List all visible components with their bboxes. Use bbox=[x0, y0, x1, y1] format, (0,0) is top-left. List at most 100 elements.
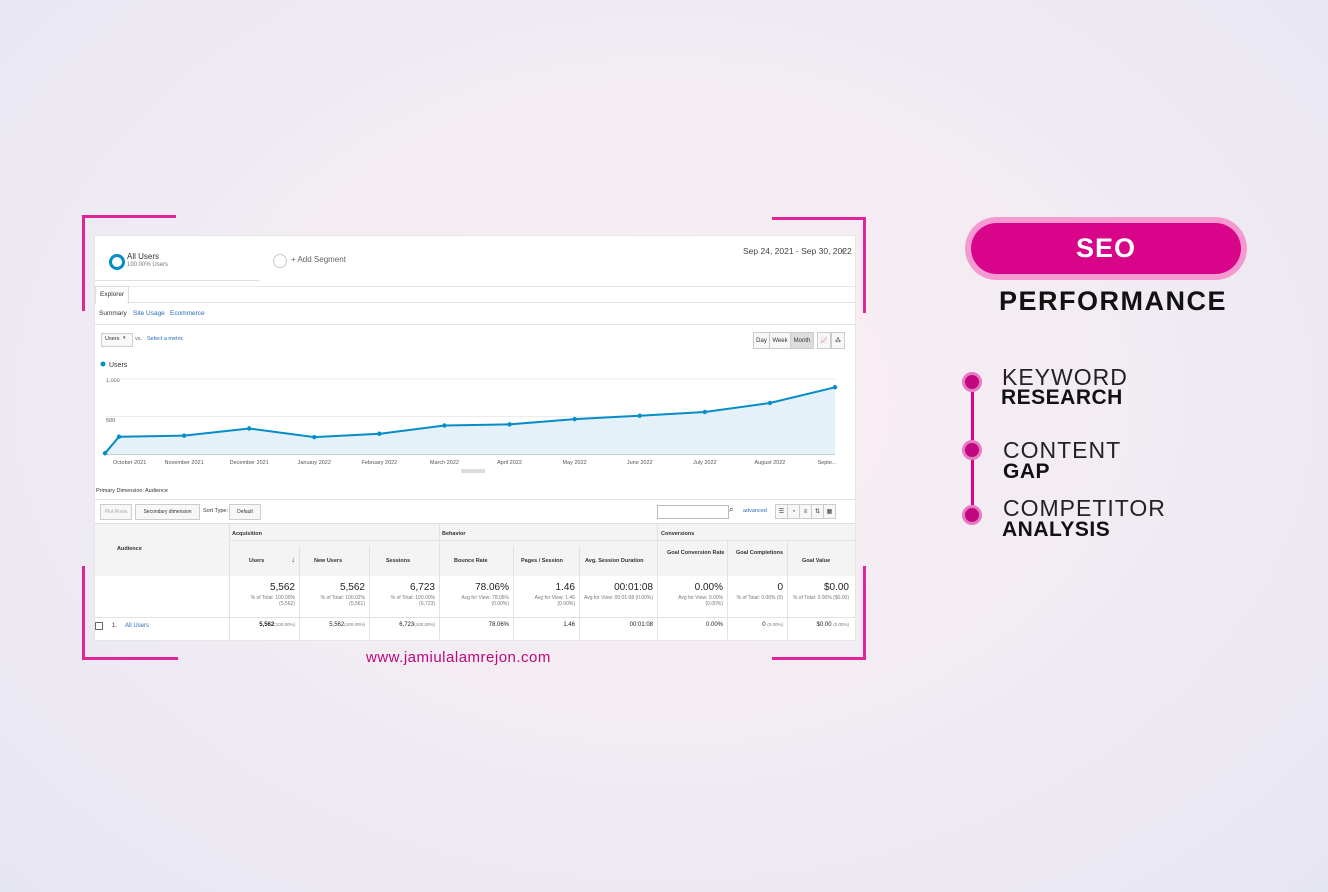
chart-point[interactable] bbox=[102, 451, 108, 456]
chart-point[interactable] bbox=[377, 431, 382, 436]
date-range-chevron-icon[interactable]: ▾ bbox=[841, 248, 845, 255]
chart-point[interactable] bbox=[312, 434, 317, 440]
total-pages-session: 1.46 bbox=[555, 582, 575, 593]
chart-point[interactable] bbox=[246, 426, 252, 431]
col-divider bbox=[657, 523, 658, 640]
col-divider bbox=[299, 546, 300, 640]
granularity-month[interactable]: Month bbox=[790, 332, 814, 349]
website-url[interactable]: www.jamiulalamrejon.com bbox=[366, 649, 551, 666]
col-sessions[interactable]: Sessions bbox=[386, 558, 411, 564]
col-goal-conversion-rate[interactable]: Goal Conversion Rate bbox=[667, 550, 725, 556]
sort-arrow-icon[interactable]: ↓ bbox=[291, 555, 295, 564]
audience-header[interactable]: Audience bbox=[117, 546, 142, 552]
frame-corner-br-v bbox=[863, 566, 866, 660]
table-view-data-icon[interactable]: ☰ bbox=[775, 504, 788, 519]
all-users-segment-icon[interactable] bbox=[109, 254, 125, 270]
list-item-content-top: CONTENT bbox=[1003, 437, 1122, 463]
date-range[interactable]: Sep 24, 2021 - Sep 30, 2022 bbox=[743, 246, 852, 256]
seo-badge: SEO bbox=[965, 217, 1247, 280]
chart-point[interactable] bbox=[181, 433, 187, 438]
subtab-site-usage[interactable]: Site Usage bbox=[133, 310, 165, 317]
select-metric-link[interactable]: Select a metric bbox=[147, 336, 184, 342]
all-users-pct: 100.00% Users bbox=[127, 262, 169, 268]
primary-dimension-label: Primary Dimension: bbox=[96, 488, 144, 494]
group-acquisition: Acquisition bbox=[232, 531, 262, 537]
plot-rows-button[interactable]: Plot Rows bbox=[100, 504, 132, 520]
keyword-bullet-icon bbox=[962, 372, 982, 392]
x-tick-label: December 2021 bbox=[230, 460, 269, 466]
chart-point[interactable] bbox=[832, 385, 838, 390]
y-tick-1000: 1,000 bbox=[106, 378, 120, 384]
total-sub-goal-conv-rate: Avg for View: 0.00% (0.00%) bbox=[678, 595, 723, 607]
x-tick-label: March 2022 bbox=[430, 460, 459, 466]
chart-point[interactable] bbox=[702, 409, 708, 415]
sort-type-select[interactable]: Default bbox=[229, 504, 261, 520]
chart-point[interactable] bbox=[572, 416, 577, 422]
col-pages-session[interactable]: Pages / Session bbox=[521, 558, 563, 564]
list-item-content-bottom: GAP bbox=[1003, 460, 1051, 483]
row-divider bbox=[95, 617, 855, 618]
segment-bar: All Users 100.00% Users + Add Segment Se… bbox=[95, 236, 855, 287]
list-item-keyword-top: KEYWORD bbox=[1002, 364, 1128, 390]
group-behavior: Behavior bbox=[442, 531, 466, 537]
total-sub-pages-session: Avg for View: 1.46 (0.00%) bbox=[534, 595, 575, 607]
total-sub-users: % of Total: 100.00% (5,562) bbox=[250, 595, 295, 607]
table-view-comparison-icon[interactable]: ⇅ bbox=[811, 504, 824, 519]
row-sessions: 6,723(100.00%) bbox=[399, 622, 435, 628]
tab-explorer[interactable] bbox=[95, 286, 129, 304]
col-new-users[interactable]: New Users bbox=[314, 558, 343, 564]
table-search-input[interactable] bbox=[657, 505, 729, 519]
chart-point[interactable] bbox=[767, 400, 773, 406]
add-segment-link[interactable]: + Add Segment bbox=[291, 255, 346, 264]
tab-explorer-label: Explorer bbox=[100, 291, 125, 298]
chart-resize-handle[interactable] bbox=[461, 469, 485, 473]
search-icon[interactable]: ⌕ bbox=[729, 505, 734, 514]
col-divider bbox=[579, 546, 580, 640]
chart-point[interactable] bbox=[116, 434, 122, 439]
row-bounce-rate: 78.06% bbox=[488, 622, 509, 628]
col-goal-completions[interactable]: Goal Completions bbox=[736, 550, 784, 556]
chart-point[interactable] bbox=[637, 413, 642, 418]
granularity-week[interactable]: Week bbox=[769, 332, 791, 349]
content-bullet-icon bbox=[962, 440, 982, 460]
subtab-summary[interactable]: Summary bbox=[99, 310, 127, 317]
row-goal-completions: 0 (0.00%) bbox=[762, 622, 783, 628]
frame-corner-br-h bbox=[772, 657, 866, 660]
row-checkbox[interactable] bbox=[95, 622, 103, 630]
col-goal-value[interactable]: Goal Value bbox=[802, 558, 831, 564]
col-bounce-rate[interactable]: Bounce Rate bbox=[454, 558, 488, 564]
table-view-pivot-icon[interactable]: ▦ bbox=[823, 504, 836, 519]
col-divider bbox=[439, 523, 440, 640]
granularity-day[interactable]: Day bbox=[753, 332, 770, 349]
chart-point[interactable] bbox=[507, 422, 512, 427]
list-item-keyword-bottom: RESEARCH bbox=[1001, 386, 1123, 409]
analytics-panel: All Users 100.00% Users + Add Segment Se… bbox=[95, 236, 855, 640]
motion-chart-icon[interactable]: ⁂ bbox=[831, 332, 845, 349]
row-pages-session: 1.46 bbox=[563, 622, 575, 628]
total-goal-completions: 0 bbox=[777, 582, 783, 593]
row-index: 1. bbox=[112, 623, 118, 629]
col-users[interactable]: Users bbox=[249, 558, 265, 564]
col-avg-session-duration[interactable]: Avg. Session Duration bbox=[585, 558, 644, 564]
secondary-dimension-select[interactable]: Secondary dimension bbox=[135, 504, 200, 520]
metric-select[interactable] bbox=[101, 333, 133, 347]
line-chart-icon[interactable]: 📈 bbox=[817, 332, 831, 349]
y-tick-500: 500 bbox=[106, 418, 115, 424]
primary-dimension-value[interactable]: Audience bbox=[145, 488, 168, 494]
frame-corner-tr-h bbox=[772, 217, 866, 220]
x-tick-label: August 2022 bbox=[754, 460, 785, 466]
chart-point[interactable] bbox=[442, 423, 447, 428]
x-tick-label: February 2022 bbox=[361, 460, 397, 466]
row-label-all-users[interactable]: All Users bbox=[125, 623, 150, 629]
x-tick-label: July 2022 bbox=[693, 460, 717, 466]
subtab-ecommerce[interactable]: Ecommerce bbox=[170, 310, 205, 317]
group-conversions: Conversions bbox=[661, 531, 695, 537]
frame-corner-tl-h bbox=[82, 215, 176, 218]
metric-select-chevron-icon: ▾ bbox=[123, 335, 126, 341]
metric-select-label: Users bbox=[105, 336, 120, 342]
x-tick-label: January 2022 bbox=[298, 460, 331, 466]
add-segment-icon[interactable] bbox=[273, 254, 287, 268]
advanced-link[interactable]: advanced bbox=[743, 508, 767, 514]
all-users-label[interactable]: All Users bbox=[127, 252, 160, 261]
x-tick-label: October 2021 bbox=[113, 460, 146, 466]
